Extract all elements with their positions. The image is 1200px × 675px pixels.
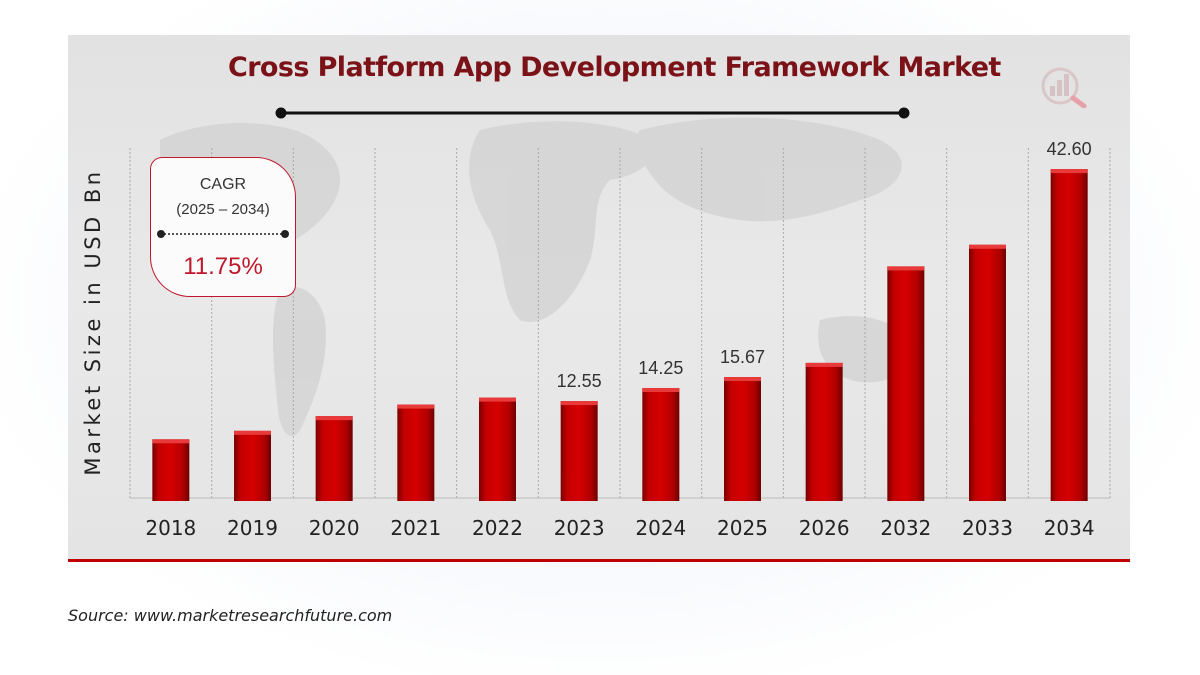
cagr-range: (2025 – 2034) (176, 201, 270, 218)
bar-cap-2026 (805, 362, 843, 367)
cagr-divider (157, 230, 289, 238)
data-label-2034: 42.60 (1047, 139, 1092, 159)
bar-2024 (642, 387, 680, 501)
cagr-label: CAGR (199, 176, 247, 193)
bar-2023 (560, 401, 598, 501)
title-underline-right-dot (898, 107, 910, 119)
bar-2021 (397, 404, 435, 501)
bar-2026 (805, 362, 843, 501)
source-note: Source: www.marketresearchfuture.com (68, 606, 393, 625)
bar-cap-2025 (724, 377, 761, 382)
y-axis-label: Market Size in USD Bn (81, 168, 105, 475)
bar-2018 (152, 439, 190, 501)
x-tick-label-2022: 2022 (472, 516, 523, 540)
bar-cap-2021 (397, 404, 435, 409)
x-tick-label-2024: 2024 (635, 516, 686, 540)
cagr-value: 11.75% (183, 253, 263, 280)
bar-2025 (724, 377, 761, 501)
x-tick-label-2034: 2034 (1044, 516, 1095, 540)
bar-2020 (315, 416, 353, 501)
bar-2032 (887, 266, 925, 501)
data-label-2023: 12.55 (557, 371, 602, 391)
bar-cap-2024 (642, 387, 680, 392)
x-tick-label-2025: 2025 (717, 516, 768, 540)
bar-cap-2032 (887, 266, 925, 271)
bar-2033 (969, 244, 1006, 501)
mrfr-logo-icon (1041, 67, 1087, 108)
x-tick-label-2021: 2021 (390, 516, 441, 540)
bar-cap-2023 (560, 401, 598, 406)
x-tick-label-2032: 2032 (880, 516, 931, 540)
bar-cap-2019 (234, 430, 271, 435)
bar-cap-2034 (1050, 169, 1088, 174)
x-tick-label-2023: 2023 (554, 516, 605, 540)
bar-2019 (234, 430, 271, 501)
x-tick-label-2019: 2019 (227, 516, 278, 540)
x-tick-label-2033: 2033 (962, 516, 1013, 540)
x-tick-label-2018: 2018 (145, 516, 196, 540)
data-label-2025: 15.67 (720, 347, 765, 367)
bar-cap-2022 (479, 397, 516, 402)
data-label-2024: 14.25 (638, 358, 683, 378)
bar-cap-2018 (152, 439, 190, 444)
x-tick-label-2026: 2026 (799, 516, 850, 540)
bar-2034 (1050, 169, 1088, 502)
bar-cap-2033 (969, 244, 1006, 249)
cagr-callout: CAGR (2025 – 2034) 11.75% (150, 157, 296, 297)
chart-title: Cross Platform App Development Framework… (228, 52, 1001, 83)
bar-2022 (479, 397, 516, 501)
x-tick-label-2020: 2020 (309, 516, 360, 540)
bar-cap-2020 (315, 416, 353, 421)
title-underline-left-dot (275, 107, 287, 119)
